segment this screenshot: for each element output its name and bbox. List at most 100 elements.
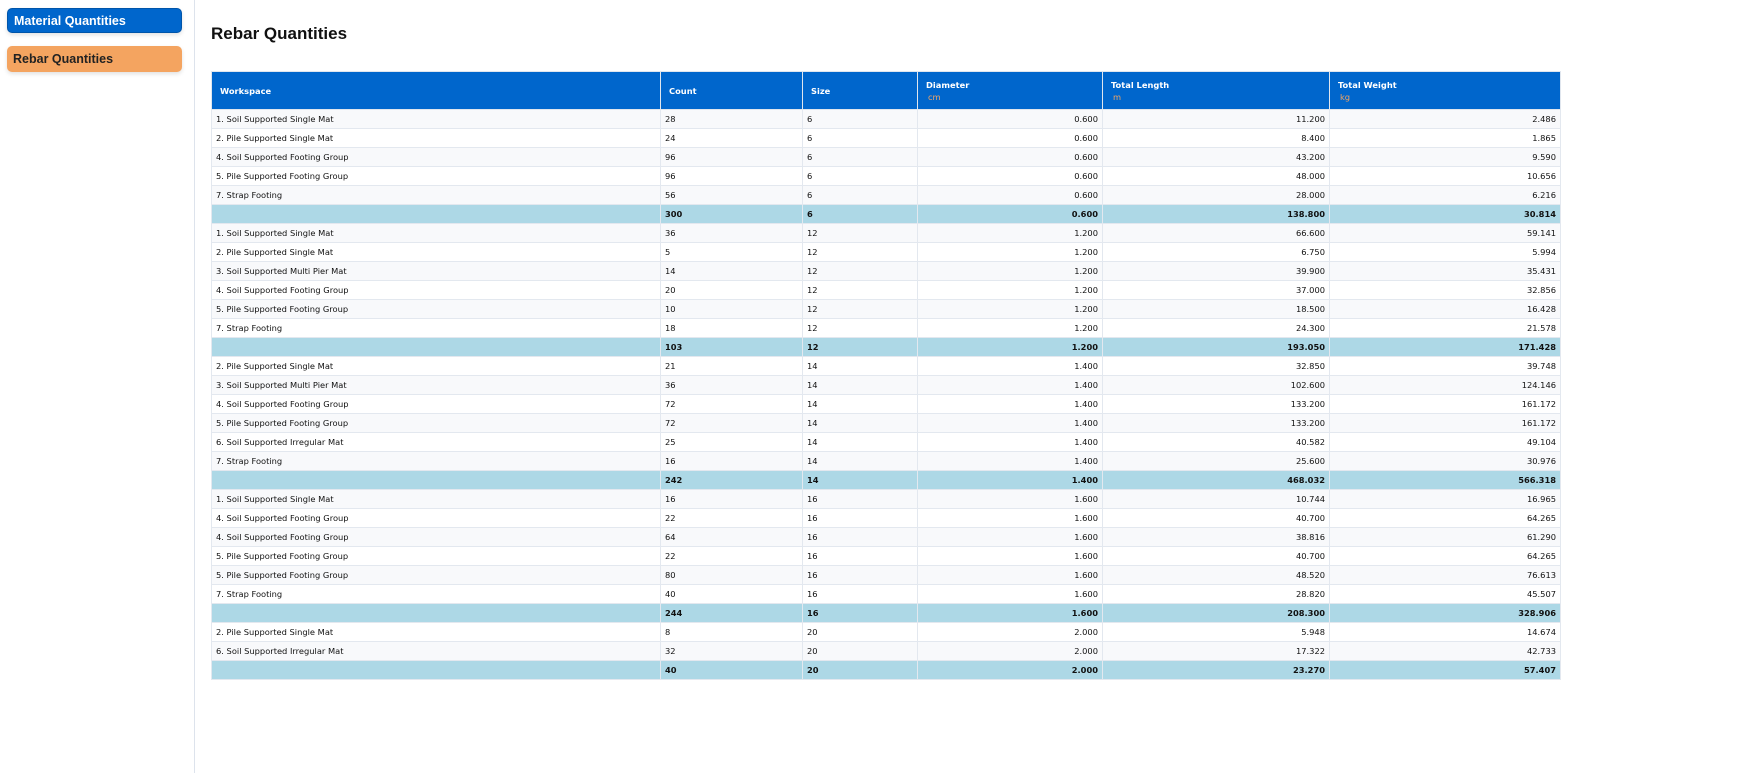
- table-row: 5. Pile Supported Footing Group 80 16 1.600…: [211, 565, 1561, 585]
- cell-total-weight: 42.733: [1329, 641, 1561, 661]
- cell-count: 20: [660, 280, 803, 300]
- table-row: 5. Pile Supported Footing Group 96 6 0.600 4…: [211, 166, 1561, 186]
- cell-diameter: 1.400: [917, 470, 1103, 490]
- cell-total-length: 208.300: [1102, 603, 1330, 623]
- cell-diameter: 2.000: [917, 660, 1103, 680]
- cell-size: 14: [802, 413, 918, 433]
- cell-total-weight: 21.578: [1329, 318, 1561, 338]
- cell-diameter: 1.400: [917, 432, 1103, 452]
- cell-diameter: 1.600: [917, 546, 1103, 566]
- cell-size: 16: [802, 603, 918, 623]
- table-row: 2. Pile Supported Single Mat 21 14 1.400 32.…: [211, 356, 1561, 376]
- cell-count: 72: [660, 413, 803, 433]
- cell-workspace: 6. Soil Supported Irregular Mat: [211, 641, 661, 661]
- cell-count: 300: [660, 204, 803, 224]
- cell-diameter: 1.400: [917, 413, 1103, 433]
- cell-workspace: [211, 660, 661, 680]
- cell-total-length: 17.322: [1102, 641, 1330, 661]
- cell-size: 14: [802, 394, 918, 414]
- cell-total-weight: 161.172: [1329, 413, 1561, 433]
- cell-count: 14: [660, 261, 803, 281]
- cell-total-weight: 16.428: [1329, 299, 1561, 319]
- column-header-count: Count: [660, 71, 803, 110]
- cell-total-length: 18.500: [1102, 299, 1330, 319]
- cell-diameter: 0.600: [917, 109, 1103, 129]
- table-row: 2. Pile Supported Single Mat 24 6 0.600 8.40…: [211, 128, 1561, 148]
- cell-diameter: 1.400: [917, 451, 1103, 471]
- subtotal-row: 40 20 2.000 23.270 57.407: [211, 660, 1561, 680]
- cell-total-weight: 328.906: [1329, 603, 1561, 623]
- cell-workspace: 4. Soil Supported Footing Group: [211, 147, 661, 167]
- cell-count: 28: [660, 109, 803, 129]
- column-header-diameter: Diameter cm: [917, 71, 1103, 110]
- cell-total-length: 8.400: [1102, 128, 1330, 148]
- cell-total-weight: 16.965: [1329, 489, 1561, 509]
- subtotal-row: 103 12 1.200 193.050 171.428: [211, 337, 1561, 357]
- column-unit: cm: [928, 91, 941, 102]
- column-label: Diameter: [926, 79, 970, 90]
- cell-workspace: 5. Pile Supported Footing Group: [211, 166, 661, 186]
- cell-total-length: 48.000: [1102, 166, 1330, 186]
- column-header-size: Size: [802, 71, 918, 110]
- cell-diameter: 1.600: [917, 565, 1103, 585]
- cell-workspace: 1. Soil Supported Single Mat: [211, 109, 661, 129]
- cell-size: 16: [802, 565, 918, 585]
- cell-count: 40: [660, 660, 803, 680]
- cell-size: 12: [802, 299, 918, 319]
- table-row: 5. Pile Supported Footing Group 10 12 1.200…: [211, 299, 1561, 319]
- cell-workspace: 7. Strap Footing: [211, 318, 661, 338]
- cell-size: 20: [802, 622, 918, 642]
- cell-total-length: 28.000: [1102, 185, 1330, 205]
- cell-diameter: 1.200: [917, 261, 1103, 281]
- column-label: Total Weight: [1338, 79, 1397, 90]
- page-title: Rebar Quantities: [211, 24, 348, 43]
- cell-count: 25: [660, 432, 803, 452]
- cell-workspace: 1. Soil Supported Single Mat: [211, 489, 661, 509]
- cell-total-weight: 14.674: [1329, 622, 1561, 642]
- cell-count: 36: [660, 223, 803, 243]
- table-row: 7. Strap Footing 16 14 1.400 25.600 30.976: [211, 451, 1561, 471]
- cell-count: 32: [660, 641, 803, 661]
- cell-size: 12: [802, 337, 918, 357]
- table-row: 1. Soil Supported Single Mat 16 16 1.600 10.…: [211, 489, 1561, 509]
- cell-total-length: 37.000: [1102, 280, 1330, 300]
- cell-diameter: 1.400: [917, 394, 1103, 414]
- cell-size: 12: [802, 318, 918, 338]
- cell-diameter: 1.600: [917, 527, 1103, 547]
- nav-material-quantities-button[interactable]: Material Quantities: [7, 8, 182, 33]
- cell-total-weight: 124.146: [1329, 375, 1561, 395]
- cell-workspace: 4. Soil Supported Footing Group: [211, 280, 661, 300]
- cell-workspace: 5. Pile Supported Footing Group: [211, 565, 661, 585]
- cell-total-length: 6.750: [1102, 242, 1330, 262]
- column-label: Count: [669, 85, 697, 96]
- table-row: 6. Soil Supported Irregular Mat 25 14 1.400…: [211, 432, 1561, 452]
- table-row: 1. Soil Supported Single Mat 28 6 0.600 11.2…: [211, 109, 1561, 129]
- cell-total-length: 40.700: [1102, 508, 1330, 528]
- cell-total-length: 25.600: [1102, 451, 1330, 471]
- cell-total-weight: 566.318: [1329, 470, 1561, 490]
- column-label: Total Length: [1111, 79, 1170, 90]
- column-unit: kg: [1340, 91, 1351, 102]
- column-header-total-weight: Total Weight kg: [1329, 71, 1561, 110]
- cell-diameter: 1.600: [917, 508, 1103, 528]
- cell-size: 16: [802, 508, 918, 528]
- cell-workspace: 5. Pile Supported Footing Group: [211, 299, 661, 319]
- cell-count: 64: [660, 527, 803, 547]
- subtotal-row: 244 16 1.600 208.300 328.906: [211, 603, 1561, 623]
- cell-count: 10: [660, 299, 803, 319]
- cell-total-weight: 6.216: [1329, 185, 1561, 205]
- cell-count: 5: [660, 242, 803, 262]
- cell-size: 16: [802, 527, 918, 547]
- cell-total-weight: 30.814: [1329, 204, 1561, 224]
- nav-rebar-quantities-button[interactable]: Rebar Quantities: [7, 46, 182, 72]
- cell-total-length: 138.800: [1102, 204, 1330, 224]
- table-row: 6. Soil Supported Irregular Mat 32 20 2.000…: [211, 641, 1561, 661]
- cell-total-weight: 76.613: [1329, 565, 1561, 585]
- column-label: Workspace: [220, 85, 272, 96]
- cell-workspace: 2. Pile Supported Single Mat: [211, 128, 661, 148]
- cell-diameter: 0.600: [917, 166, 1103, 186]
- table-row: 3. Soil Supported Multi Pier Mat 14 12 1.20…: [211, 261, 1561, 281]
- table-row: 2. Pile Supported Single Mat 8 20 2.000 5.94…: [211, 622, 1561, 642]
- cell-total-weight: 49.104: [1329, 432, 1561, 452]
- cell-count: 103: [660, 337, 803, 357]
